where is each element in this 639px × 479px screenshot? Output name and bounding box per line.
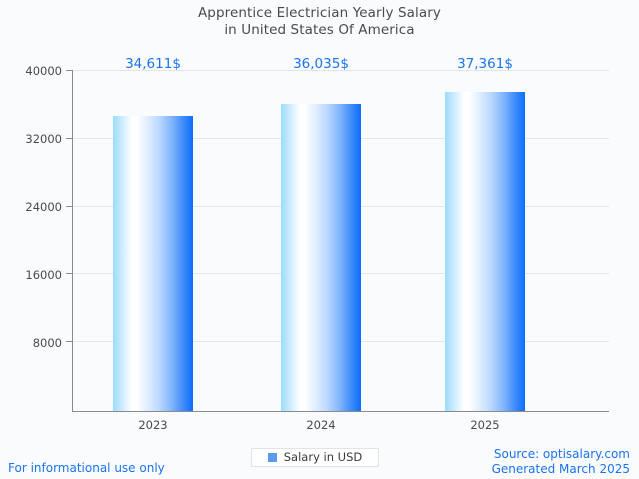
x-tick-label-2023: 2023: [138, 418, 168, 432]
y-tick-label-24000: 24000: [25, 200, 62, 214]
source-credit: Source: optisalary.com Generated March 2…: [492, 447, 630, 477]
y-tick-label-32000: 32000: [25, 132, 62, 146]
bar-value-label-2024: 36,035$: [293, 56, 349, 72]
bar-2023[interactable]: [113, 116, 193, 411]
bar-2024[interactable]: [281, 104, 361, 411]
x-axis-line: [72, 411, 609, 412]
y-tick-label-40000: 40000: [25, 64, 62, 78]
y-tick-mark-8000: [66, 341, 72, 342]
y-tick-mark-16000: [66, 273, 72, 274]
bar-2025[interactable]: [445, 92, 525, 411]
legend-swatch-icon: [267, 453, 277, 462]
bar-value-label-2023: 34,611$: [125, 56, 181, 72]
generated-line: Generated March 2025: [491, 462, 630, 476]
y-tick-label-8000: 8000: [32, 336, 62, 350]
bar-value-label-2025: 37,361$: [457, 56, 513, 72]
y-tick-label-16000: 16000: [25, 268, 62, 282]
y-tick-mark-32000: [66, 138, 72, 139]
x-tick-label-2025: 2025: [470, 418, 500, 432]
source-line: Source: optisalary.com: [493, 447, 630, 461]
chart-title-line-2: in United States Of America: [224, 22, 415, 38]
plot-area: [73, 70, 609, 411]
chart-legend[interactable]: Salary in USD: [251, 448, 379, 467]
disclaimer-text: For informational use only: [8, 461, 165, 475]
chart-title: Apprentice Electrician Yearly Salary in …: [0, 5, 639, 39]
y-tick-mark-40000: [66, 70, 72, 71]
legend-item-label: Salary in USD: [283, 450, 363, 464]
chart-title-line-1: Apprentice Electrician Yearly Salary: [197, 5, 442, 21]
y-axis-line: [72, 70, 73, 412]
gridline-40000: [73, 70, 609, 71]
y-tick-mark-24000: [66, 206, 72, 207]
x-tick-label-2024: 2024: [306, 418, 336, 432]
